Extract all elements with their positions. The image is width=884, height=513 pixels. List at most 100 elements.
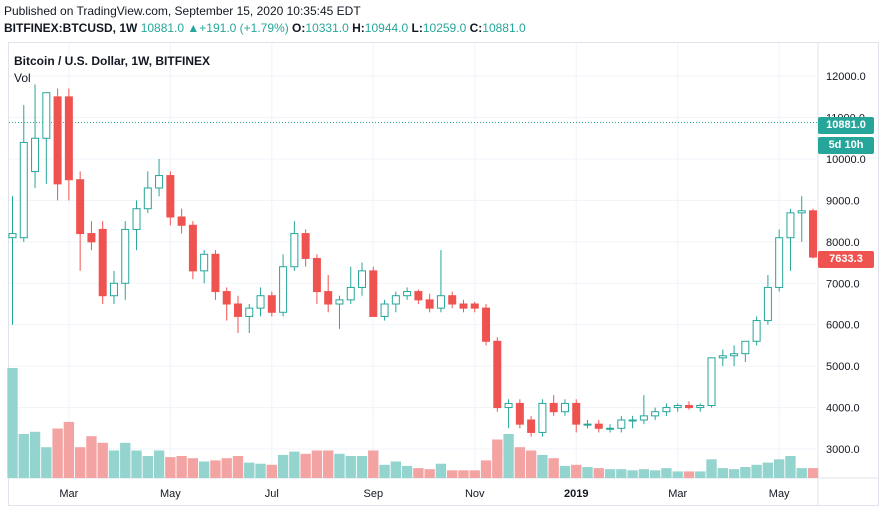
volume-bar <box>604 469 616 478</box>
volume-bar <box>762 462 774 478</box>
y-tick-label: 10000.0 <box>826 154 866 166</box>
candle-body <box>64 96 73 181</box>
volume-bar <box>176 456 187 478</box>
candle-body <box>583 423 592 426</box>
volume-bar <box>537 454 548 478</box>
candle-body <box>730 353 739 357</box>
chart-frame[interactable] <box>8 42 879 506</box>
volume-bar <box>41 447 52 478</box>
volume-bar <box>277 454 289 478</box>
open-label: O: <box>292 21 306 35</box>
volume-bar <box>356 456 368 478</box>
volume-bar <box>514 447 526 478</box>
volume-bar <box>638 469 650 478</box>
volume-bar <box>740 467 751 478</box>
candle-body <box>594 423 603 429</box>
candle-body <box>121 228 130 284</box>
volume-bar <box>198 461 210 478</box>
change-value: ▲+191.0 (+1.79%) <box>187 21 289 35</box>
candle-body <box>414 291 423 301</box>
candle-body <box>459 303 468 309</box>
candle-body <box>369 270 378 317</box>
volume-bar <box>187 458 199 478</box>
candle-body <box>109 282 118 297</box>
y-tick-label: 4000.0 <box>826 403 860 415</box>
candle-body <box>222 291 231 305</box>
y-tick-label: 3000.0 <box>826 444 860 456</box>
candle-body <box>245 307 254 317</box>
candle-body <box>696 405 705 409</box>
candle-body <box>797 210 806 214</box>
candle-body <box>98 228 107 297</box>
x-tick-label: 2019 <box>564 488 588 500</box>
volume-bar <box>480 460 492 478</box>
candle-body <box>346 286 355 301</box>
volume-label: Vol <box>14 71 31 85</box>
candle-body <box>312 257 321 293</box>
volume-bar <box>63 421 75 478</box>
volume-bar <box>165 457 176 478</box>
volume-bar <box>345 456 356 478</box>
close-label-text: C: <box>469 21 483 35</box>
candle-body <box>482 307 491 342</box>
candle-body <box>200 253 209 272</box>
volume-bar <box>52 428 63 478</box>
volume-bar <box>289 451 300 478</box>
candle-body <box>606 427 615 430</box>
volume-bar <box>390 461 402 478</box>
y-tick-label: 8000.0 <box>826 237 860 249</box>
candle-body <box>493 340 502 409</box>
high-label: H: <box>352 21 365 35</box>
volume-bar <box>221 458 232 478</box>
volume-bar <box>773 459 785 478</box>
x-tick-label: May <box>769 488 790 500</box>
candle-body <box>143 187 152 210</box>
last-value: 10881.0 <box>140 21 185 35</box>
volume-bar <box>717 468 728 478</box>
candle-body <box>538 402 547 433</box>
volume-bar <box>232 456 244 478</box>
volume-bar <box>120 442 131 478</box>
volume-bar <box>695 471 706 478</box>
ohlc-legend: BITFINEX:BTCUSD, 1W 10881.0 ▲+191.0 (+1.… <box>4 21 526 35</box>
candle-body <box>76 179 85 235</box>
volume-bar <box>108 450 120 478</box>
x-tick-label: Mar <box>59 488 78 500</box>
symbol-label: BITFINEX:BTCUSD, 1W <box>4 21 138 35</box>
volume-bar <box>401 465 413 478</box>
close-value: 10881.0 <box>482 21 526 35</box>
volume-bar <box>311 450 323 478</box>
open-value: 10331.0 <box>305 21 349 35</box>
candle-body <box>741 340 750 355</box>
candle-body <box>211 253 220 293</box>
volume-bar <box>661 468 672 478</box>
candle-body <box>31 137 40 172</box>
last-price-label: 10881.0 <box>818 117 874 134</box>
candle-body <box>763 286 772 322</box>
candle-body <box>560 402 569 413</box>
candle-body <box>662 407 671 413</box>
volume-bar <box>469 470 480 478</box>
volume-bar <box>300 453 311 478</box>
volume-bar <box>74 447 86 478</box>
volume-bar <box>255 463 266 478</box>
candle-body <box>673 405 682 409</box>
y-tick-label: 12000.0 <box>826 71 866 83</box>
volume-bar <box>503 434 514 478</box>
volume-bar <box>571 464 582 478</box>
candle-body <box>380 303 389 317</box>
candle-body <box>786 212 795 239</box>
volume-bar <box>447 470 458 478</box>
candle-body <box>752 320 761 342</box>
candle-body <box>515 402 524 425</box>
candle-body <box>403 291 412 297</box>
candle-body <box>267 295 276 313</box>
candle-body <box>718 355 727 359</box>
candle-body <box>572 402 581 425</box>
volume-bar <box>796 468 807 478</box>
candle-body <box>651 411 660 417</box>
volume-bar <box>548 458 559 478</box>
candle-body <box>233 303 242 317</box>
low-label: L: <box>411 21 423 35</box>
